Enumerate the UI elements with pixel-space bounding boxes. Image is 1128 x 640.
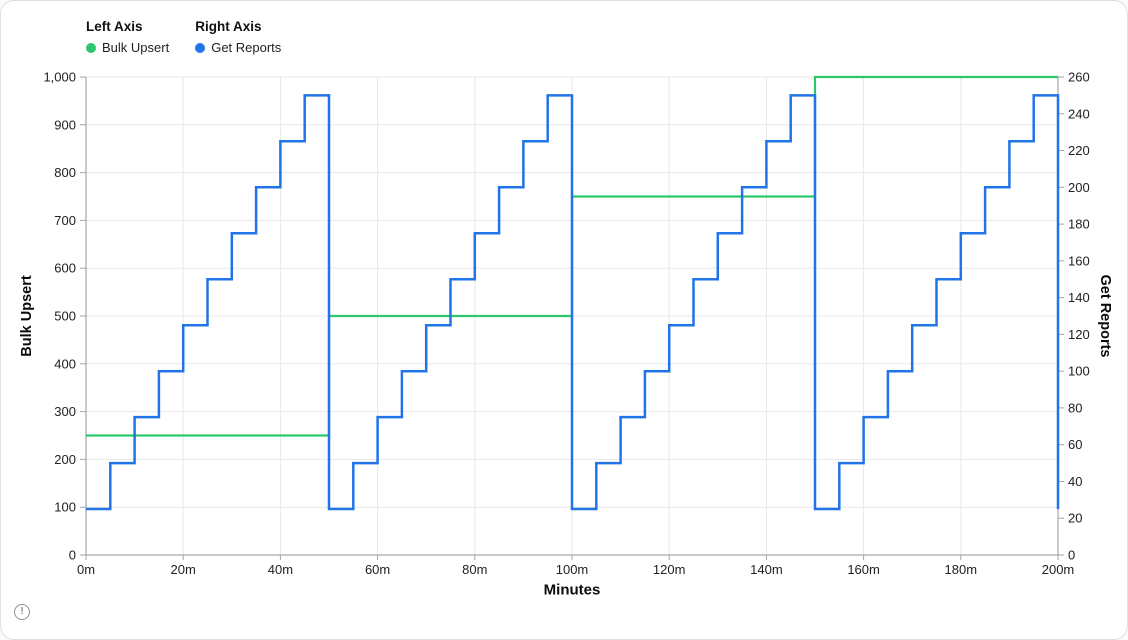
svg-text:80m: 80m: [462, 562, 487, 577]
svg-text:60m: 60m: [365, 562, 390, 577]
svg-text:0: 0: [1068, 548, 1075, 563]
left-axis-ticks: 0 100 200 300 400 500 600 700 800 900 1,000: [43, 70, 86, 563]
svg-text:100: 100: [1068, 364, 1090, 379]
svg-text:180m: 180m: [945, 562, 978, 577]
svg-text:240: 240: [1068, 106, 1090, 121]
svg-text:140: 140: [1068, 290, 1090, 305]
alert-info-icon[interactable]: !: [14, 604, 30, 620]
svg-text:300: 300: [54, 404, 76, 419]
left-axis-title: Bulk Upsert: [19, 275, 35, 357]
x-axis-title: Minutes: [543, 581, 601, 599]
svg-text:900: 900: [54, 117, 76, 132]
svg-text:40m: 40m: [268, 562, 293, 577]
svg-text:800: 800: [54, 165, 76, 180]
svg-text:220: 220: [1068, 143, 1090, 158]
svg-text:100m: 100m: [556, 562, 589, 577]
svg-text:120m: 120m: [653, 562, 686, 577]
right-axis-title: Get Reports: [1097, 274, 1113, 358]
legend-item-get-reports[interactable]: Get Reports: [195, 40, 281, 55]
svg-text:60: 60: [1068, 437, 1082, 452]
svg-text:0: 0: [69, 548, 76, 563]
svg-text:160: 160: [1068, 253, 1090, 268]
svg-text:80: 80: [1068, 400, 1082, 415]
svg-text:180: 180: [1068, 217, 1090, 232]
legend-item-bulk-upsert[interactable]: Bulk Upsert: [86, 40, 169, 55]
bulk-upsert-dot-icon: [86, 42, 96, 53]
svg-text:200m: 200m: [1042, 562, 1075, 577]
svg-text:600: 600: [54, 261, 76, 276]
legend-item-label: Get Reports: [211, 40, 282, 56]
svg-text:120: 120: [1068, 327, 1090, 342]
legend-group-left-axis: Left Axis Bulk Upsert: [86, 18, 169, 55]
right-axis-ticks: 0 20 40 60 80 100 120 140 160 180 200 220 240 260: [1058, 70, 1090, 563]
legend-group-right-axis: Right Axis Get Reports: [195, 18, 281, 55]
x-axis-ticks: 0m 20m 40m 60m 80m 100m 120m 140m 160m 180m 200m: [77, 555, 1074, 577]
get-reports-dot-icon: [195, 42, 206, 53]
svg-text:500: 500: [54, 309, 76, 324]
svg-text:140m: 140m: [750, 562, 783, 577]
svg-text:160m: 160m: [847, 562, 880, 577]
legend-right-axis-header: Right Axis: [195, 19, 262, 34]
svg-text:260: 260: [1068, 70, 1090, 85]
svg-text:100: 100: [54, 500, 76, 515]
svg-text:1,000: 1,000: [43, 70, 76, 85]
svg-text:200: 200: [54, 452, 76, 467]
chart-legend: Left Axis Bulk Upsert Right Axis Get Rep…: [86, 18, 281, 55]
series-get-reports: [86, 94, 1060, 511]
svg-text:200: 200: [1068, 180, 1090, 195]
svg-text:0m: 0m: [77, 562, 95, 577]
svg-text:400: 400: [54, 356, 76, 371]
svg-text:20m: 20m: [171, 562, 196, 577]
svg-text:700: 700: [54, 213, 76, 228]
svg-text:40: 40: [1068, 474, 1082, 489]
svg-text:20: 20: [1068, 511, 1082, 526]
legend-item-label: Bulk Upsert: [102, 40, 170, 56]
legend-left-axis-header: Left Axis: [86, 19, 143, 34]
